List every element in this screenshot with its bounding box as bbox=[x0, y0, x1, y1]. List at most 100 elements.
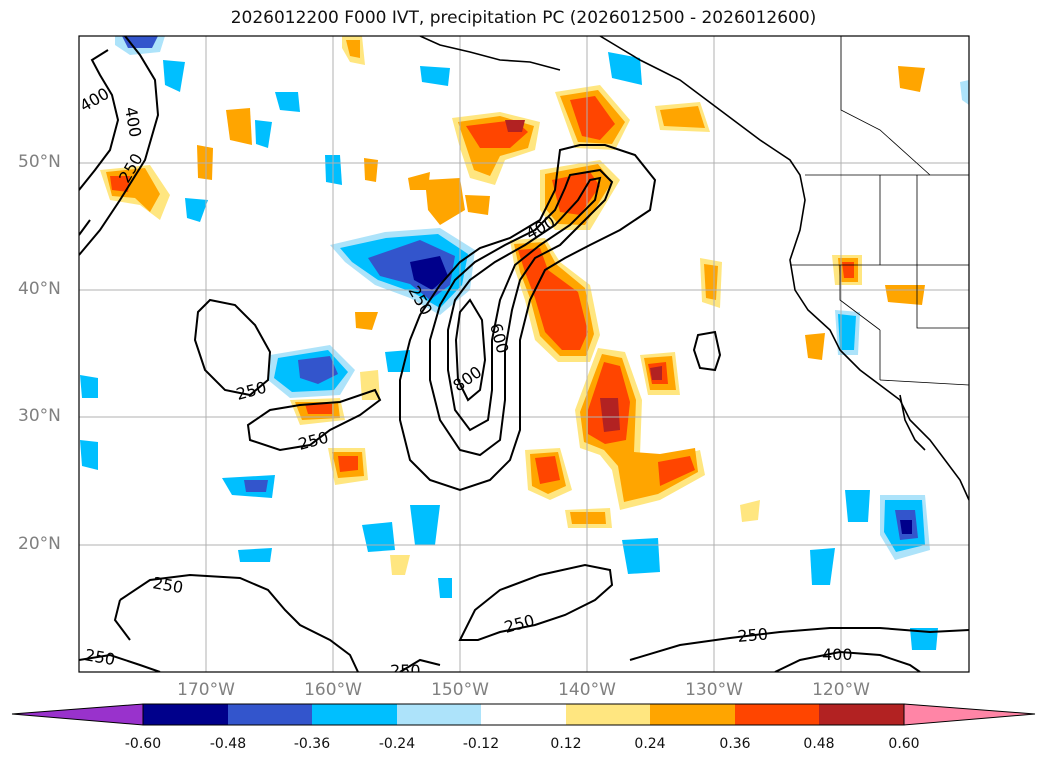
coastlines bbox=[419, 36, 969, 501]
lon-tick-label: 120°W bbox=[812, 680, 870, 700]
colorbar-swatch bbox=[650, 704, 735, 725]
ivt-contour-400 bbox=[429, 168, 614, 457]
ivt-contour-250 bbox=[399, 144, 657, 492]
ivt-contour-250 bbox=[458, 563, 614, 641]
precip-blob bbox=[535, 456, 560, 484]
ivt-contour-800 bbox=[454, 298, 487, 402]
colorbar-swatch bbox=[481, 704, 566, 725]
ivt-contour-250 bbox=[113, 599, 131, 641]
precip-blob bbox=[465, 195, 490, 215]
ivt-contour-250 bbox=[629, 627, 969, 661]
contour-label: 250 bbox=[390, 661, 421, 680]
chart-title: 2026012200 F000 IVT, precipitation PC (2… bbox=[230, 8, 817, 28]
precip-blob bbox=[842, 262, 854, 278]
colorbar-tick-label: 0.60 bbox=[888, 736, 920, 752]
state-border bbox=[916, 175, 969, 329]
ivt-contour-250 bbox=[79, 36, 160, 256]
precip-blob bbox=[355, 312, 378, 330]
precip-blob bbox=[505, 120, 525, 132]
map-frame bbox=[78, 35, 970, 673]
precip-blob bbox=[425, 178, 465, 225]
precip-blob bbox=[900, 520, 912, 534]
precip-blob bbox=[338, 456, 358, 472]
precip-blob bbox=[410, 256, 448, 290]
precip-blob bbox=[80, 375, 98, 398]
alaska-coast bbox=[419, 36, 561, 71]
lat-tick-label: 20°N bbox=[18, 534, 61, 554]
precip-blob bbox=[238, 548, 272, 562]
colorbar-tick-label: -0.24 bbox=[378, 736, 416, 752]
precip-blob bbox=[898, 66, 925, 92]
colorbar-swatch bbox=[143, 704, 228, 725]
colorbar-tick-label: 0.36 bbox=[719, 736, 751, 752]
colorbar-swatch bbox=[397, 704, 481, 725]
borders bbox=[790, 36, 969, 386]
precip-shading bbox=[80, 36, 969, 650]
precip-blob bbox=[408, 172, 430, 190]
state-border bbox=[879, 379, 969, 386]
precip-blob bbox=[80, 440, 98, 470]
precip-blob bbox=[570, 96, 615, 140]
precip-blob bbox=[420, 66, 450, 86]
precip-blob bbox=[805, 333, 825, 360]
colorbar-tick-label: 0.24 bbox=[634, 736, 666, 752]
ivt-contour-250 bbox=[119, 573, 359, 672]
ivt-contour-400 bbox=[79, 49, 120, 191]
precip-blob bbox=[704, 264, 718, 300]
lat-tick-label: 30°N bbox=[18, 406, 61, 426]
contour-labels: 400 400 250 250 400 600 800 250 250 250 … bbox=[79, 84, 853, 680]
colorbar-tick-label: -0.60 bbox=[124, 736, 162, 752]
precip-blob bbox=[410, 505, 440, 545]
precip-blob bbox=[346, 40, 360, 58]
precip-blob bbox=[845, 490, 870, 522]
colorbar-swatch bbox=[228, 704, 312, 725]
precip-blob bbox=[650, 366, 662, 380]
ivt-contour-250 bbox=[692, 330, 722, 372]
colorbar-tick-label: -0.12 bbox=[462, 736, 500, 752]
lon-tick-label: 130°W bbox=[685, 680, 743, 700]
colorbar-tick-label: 0.12 bbox=[550, 736, 582, 752]
ivt-contour-250 bbox=[79, 219, 91, 236]
precip-blob bbox=[518, 248, 588, 350]
precip-blob bbox=[600, 398, 620, 432]
precip-blob bbox=[658, 456, 695, 486]
colorbar-tick-label: -0.48 bbox=[209, 736, 247, 752]
lon-tick-label: 170°W bbox=[177, 680, 235, 700]
north-america-coast bbox=[599, 36, 969, 501]
precip-blob bbox=[244, 480, 268, 492]
precip-blob bbox=[298, 356, 338, 384]
gulf-of-california bbox=[899, 394, 926, 451]
state-border bbox=[840, 36, 931, 176]
map-content: 400 400 250 250 400 600 800 250 250 250 … bbox=[79, 36, 969, 680]
precip-blob bbox=[740, 500, 760, 522]
precip-blob bbox=[255, 120, 272, 148]
colorbar-swatch bbox=[819, 704, 904, 725]
colorbar-swatch bbox=[312, 704, 397, 725]
precip-blob bbox=[622, 538, 660, 574]
precip-blob bbox=[660, 106, 705, 128]
precip-blob bbox=[608, 52, 642, 85]
colorbar-frame bbox=[142, 703, 905, 726]
ivt-contour-400 bbox=[774, 650, 921, 672]
precip-blob bbox=[390, 555, 410, 575]
precip-blob bbox=[910, 628, 938, 650]
colorbar-extend-right bbox=[903, 703, 1036, 726]
lon-tick-label: 150°W bbox=[431, 680, 489, 700]
precip-blob bbox=[110, 176, 130, 192]
lon-tick-label: 140°W bbox=[558, 680, 616, 700]
lat-tick-label: 40°N bbox=[18, 279, 61, 299]
ivt-contour-250 bbox=[399, 658, 441, 672]
ivt-contour-250 bbox=[79, 653, 161, 672]
precip-blob bbox=[275, 92, 300, 112]
ivt-contour-250 bbox=[193, 298, 272, 397]
gridlines bbox=[79, 36, 969, 672]
contour-label: 250 bbox=[737, 624, 769, 646]
ivt-contour-250 bbox=[246, 388, 382, 452]
precip-blob bbox=[810, 548, 835, 585]
precip-blob bbox=[438, 578, 452, 598]
lon-tick-label: 160°W bbox=[304, 680, 362, 700]
precip-blob bbox=[960, 80, 969, 105]
precip-blob bbox=[364, 158, 378, 182]
precip-blob bbox=[885, 285, 925, 305]
